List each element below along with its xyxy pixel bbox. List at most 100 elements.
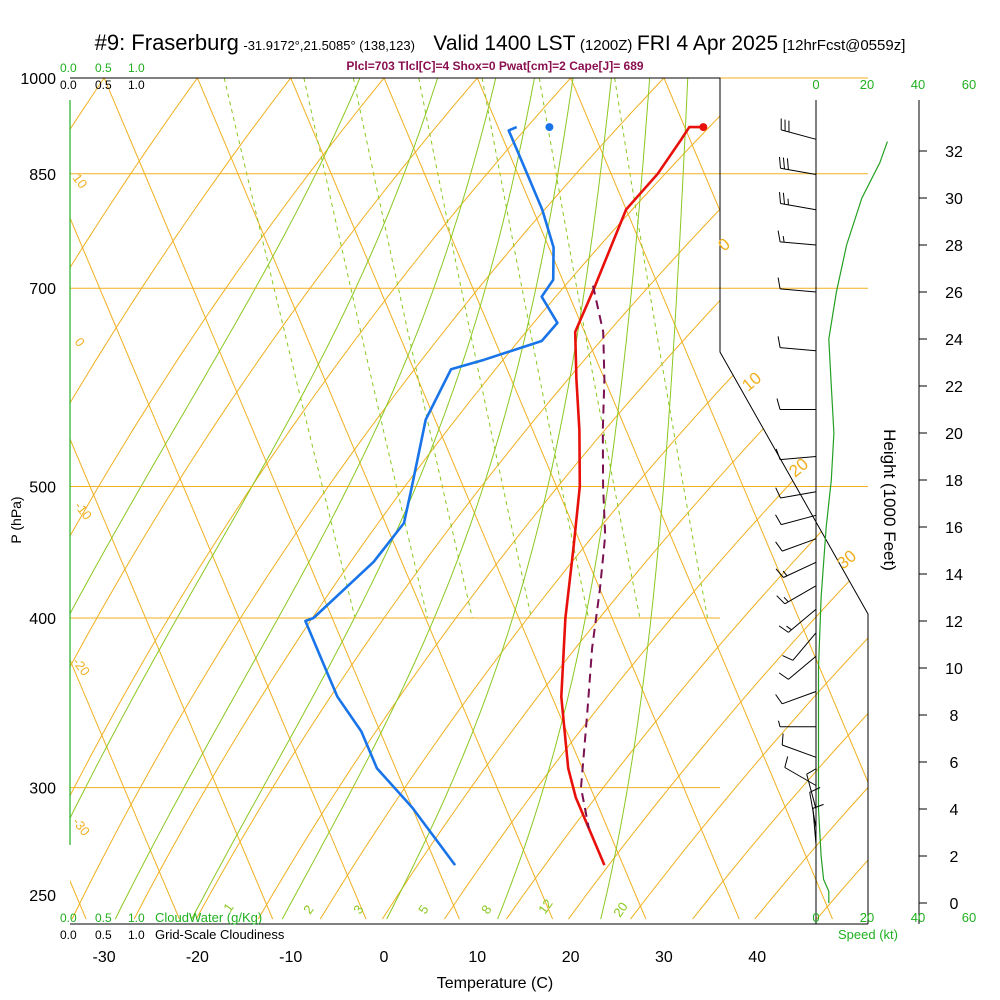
title-station: #9: Fraserburg [95, 30, 239, 55]
height-axis-label: Height (1000 Feet) [880, 429, 899, 571]
temperature-tick-label: 40 [748, 949, 766, 966]
height-tick-label: 32 [945, 144, 963, 161]
cloudiness-tick-top: 1.0 [128, 78, 145, 92]
moist-adiabat-line [70, 78, 447, 920]
height-tick-label: 0 [950, 896, 959, 913]
dry-adiabat-line [505, 78, 868, 920]
plot-frame [69, 77, 869, 925]
isotherm-line [91, 78, 460, 920]
wind-barb [781, 733, 817, 758]
speed-scale-bottom: 0 20 40 60 Speed (kt) [812, 910, 976, 942]
isotherm-line [70, 78, 180, 920]
wind-barb [775, 538, 817, 552]
dry-adiabat-line [630, 78, 868, 920]
pressure-tick-label: 250 [29, 888, 56, 905]
speed-tick-top: 0 [812, 77, 819, 92]
height-tick-label: 30 [945, 191, 963, 208]
pressure-tick-label: 400 [29, 611, 56, 628]
cloudwater-label: CloudWater (g/Kg) [155, 910, 262, 925]
height-tick-label: 2 [950, 849, 959, 866]
height-tick-label: 18 [945, 473, 963, 490]
mixing-ratio-line [614, 78, 708, 619]
dry-adiabat-line [816, 78, 868, 920]
pressure-tick-label: 500 [29, 480, 56, 497]
dry-adiabat-line [443, 78, 868, 920]
dry-adiabat-line [754, 78, 868, 920]
mixing-ratio-label: 5 [415, 902, 431, 917]
dry-adiabat-line [0, 49, 29, 919]
temperature-axis: -30 -20 -10 0 10 20 30 40 [93, 949, 767, 966]
wind-barb [778, 720, 816, 728]
mixing-ratio-labels: 1 2 3 5 8 12 20 [220, 896, 631, 919]
wind-barb [779, 156, 817, 175]
surface-temperature-point [699, 123, 708, 132]
temperature-profile-line [559, 125, 704, 866]
moist-adiabat-line [114, 78, 503, 920]
temperature-tick-label: 30 [655, 949, 673, 966]
isotherm-line [371, 78, 740, 920]
dry-adiabat-line [195, 78, 868, 920]
dry-adiabat-line [70, 78, 314, 920]
dry-adiabat-line [70, 78, 219, 920]
chart-title: #9: Fraserburg -31.9172°,21.5085° (138,1… [95, 30, 906, 55]
height-tick-label: 14 [945, 567, 963, 584]
height-tick-label: 28 [945, 238, 963, 255]
isotherm-line [70, 78, 367, 920]
cloudiness-tick-bottom: 0.5 [95, 928, 112, 942]
height-tick-label: 26 [945, 285, 963, 302]
moist-adiabat-line [281, 78, 578, 920]
isotherm-line [278, 78, 647, 920]
height-tick-label: 16 [945, 520, 963, 537]
temperature-tick-label: 0 [380, 949, 389, 966]
height-tick-label: 6 [950, 755, 959, 772]
speed-label: Speed (kt) [838, 927, 898, 942]
dry-adiabat-line [70, 78, 408, 920]
title-forecast: [12hrFcst@0559z] [783, 37, 906, 54]
isotherm-line [932, 49, 1000, 919]
wind-barb [775, 514, 817, 526]
wind-barb [780, 118, 817, 140]
title-date: FRI 4 Apr 2025 [637, 32, 778, 55]
height-tick-label: 12 [945, 614, 963, 631]
height-tick-label: 8 [950, 708, 959, 725]
profiles [304, 123, 708, 866]
cloudwater-tick-top: 1.0 [128, 61, 145, 75]
wind-barb [775, 561, 817, 578]
moist-adiabat-line [386, 78, 615, 920]
title-valid: Valid 1400 LST [433, 32, 575, 55]
isotherm-line [70, 78, 274, 920]
title-zulu: (1200Z) [580, 37, 633, 54]
wind-barb [776, 585, 817, 605]
y-axis-label: P (hPa) [8, 496, 24, 543]
speed-tick-top: 40 [911, 77, 925, 92]
mixing-ratio-label: 8 [478, 902, 494, 917]
mixing-ratio-label: 2 [300, 902, 316, 917]
isotherm-line [558, 78, 868, 920]
pressure-tick-label: 700 [29, 281, 56, 298]
wind-barb [775, 448, 817, 461]
parcel-profile-line [580, 285, 607, 829]
dry-adiabats [0, 49, 868, 920]
mixing-ratio-line [223, 78, 356, 619]
height-tick-label: 20 [945, 426, 963, 443]
pressure-axis: 250 300 400 500 700 850 1000 [20, 71, 56, 905]
height-tick-label: 10 [945, 661, 963, 678]
wind-barb [777, 277, 817, 293]
isotherm-labels: 10 0 -10 -20 -30 0 10 20 30 [70, 171, 860, 839]
cloudwater-tick-bottom: 1.0 [128, 911, 145, 925]
temperature-tick-label: -20 [186, 949, 209, 966]
isotherm-label: -20 [70, 655, 93, 679]
wind-barbs [775, 118, 824, 845]
moist-adiabat-line [497, 78, 653, 920]
temperature-tick-label: 10 [468, 949, 486, 966]
height-tick-label: 4 [950, 802, 959, 819]
moist-adiabats [70, 78, 690, 920]
dry-adiabat-line [71, 78, 692, 920]
cloudwater-tick-top: 0.0 [60, 61, 77, 75]
wind-barb [784, 756, 817, 786]
cloudiness-tick-top: 0.5 [95, 78, 112, 92]
wind-barb [806, 768, 817, 810]
wind-barb [777, 336, 817, 352]
